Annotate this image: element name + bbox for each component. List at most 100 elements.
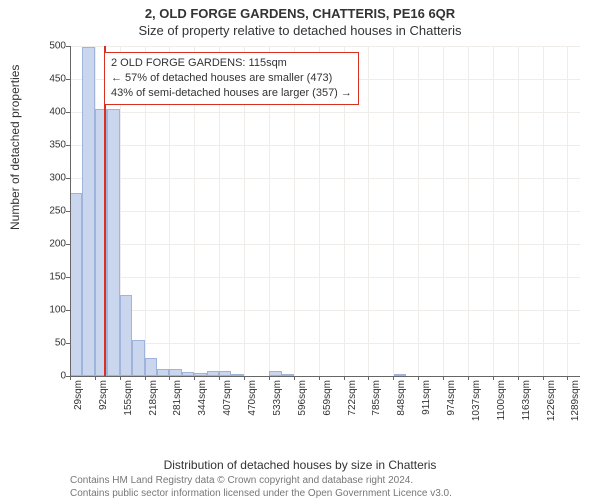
x-tick-label: 29sqm [73,380,84,410]
x-tick-label: 344sqm [197,380,208,416]
x-axis-line [70,376,580,377]
x-tick-label: 470sqm [247,380,258,416]
x-tick-label: 659sqm [322,380,333,416]
y-tick-mark [66,343,70,344]
x-tick-mark [194,376,195,380]
x-tick-label: 1037sqm [471,380,482,421]
y-tick-mark [66,244,70,245]
y-tick-mark [66,112,70,113]
gridline-v [468,46,469,376]
y-tick-mark [66,277,70,278]
x-tick-label: 407sqm [222,380,233,416]
x-tick-mark [70,376,71,380]
x-tick-label: 785sqm [371,380,382,416]
y-tick-mark [66,46,70,47]
plot-region: 2 OLD FORGE GARDENS: 115sqm ← 57% of det… [70,46,580,376]
x-tick-label: 1100sqm [496,380,507,420]
x-tick-label: 92sqm [98,380,109,410]
reference-annotation: 2 OLD FORGE GARDENS: 115sqm ← 57% of det… [104,52,359,105]
x-tick-mark [493,376,494,380]
x-tick-label: 911sqm [421,380,432,415]
x-tick-mark [95,376,96,380]
annot-line3: 43% of semi-detached houses are larger (… [111,86,352,101]
y-tick-mark [66,310,70,311]
y-tick-mark [66,178,70,179]
gridline-v [493,46,494,376]
gridline-v [393,46,394,376]
gridline-h [70,46,580,47]
x-tick-mark [418,376,419,380]
annot-line2: ← 57% of detached houses are smaller (47… [111,71,352,86]
gridline-v [567,46,568,376]
footer-line2: Contains public sector information licen… [70,487,452,500]
y-tick-mark [66,211,70,212]
x-tick-mark [269,376,270,380]
x-tick-mark [344,376,345,380]
x-tick-label: 848sqm [396,380,407,416]
x-tick-mark [518,376,519,380]
gridline-v [443,46,444,376]
x-tick-label: 281sqm [172,380,183,416]
y-tick-label: 250 [49,206,66,217]
y-tick-label: 350 [49,140,66,151]
x-tick-mark [219,376,220,380]
x-tick-mark [393,376,394,380]
gridline-h [70,145,580,146]
chart-container: { "title_line1": "2, OLD FORGE GARDENS, … [0,0,600,500]
y-tick-label: 50 [55,338,66,349]
y-tick-label: 150 [49,272,66,283]
x-tick-mark [120,376,121,380]
x-tick-mark [169,376,170,380]
y-tick-label: 400 [49,107,66,118]
x-tick-mark [244,376,245,380]
x-tick-label: 1163sqm [521,380,532,420]
histogram-bar [157,369,170,376]
x-tick-mark [443,376,444,380]
gridline-v [518,46,519,376]
x-tick-label: 722sqm [347,380,358,416]
chart-title-address: 2, OLD FORGE GARDENS, CHATTERIS, PE16 6Q… [0,0,600,21]
x-tick-mark [294,376,295,380]
gridline-v [543,46,544,376]
x-tick-mark [319,376,320,380]
histogram-bar [169,369,181,376]
y-tick-label: 300 [49,173,66,184]
x-tick-label: 155sqm [123,380,134,416]
gridline-h [70,343,580,344]
y-tick-label: 200 [49,239,66,250]
gridline-h [70,244,580,245]
histogram-bar [145,358,157,376]
gridline-h [70,112,580,113]
histogram-bar [82,47,95,376]
footer-line1: Contains HM Land Registry data © Crown c… [70,474,452,487]
y-tick-mark [66,79,70,80]
x-tick-label: 218sqm [148,380,159,416]
x-tick-mark [368,376,369,380]
chart-subtitle: Size of property relative to detached ho… [0,21,600,42]
x-tick-mark [145,376,146,380]
annot-line1: 2 OLD FORGE GARDENS: 115sqm [111,56,352,71]
histogram-bar [132,340,145,376]
x-tick-mark [567,376,568,380]
histogram-bar [70,193,82,376]
x-tick-mark [543,376,544,380]
x-tick-label: 1289sqm [570,380,581,421]
x-tick-label: 974sqm [446,380,457,416]
gridline-h [70,178,580,179]
y-tick-mark [66,145,70,146]
gridline-h [70,310,580,311]
y-axis-line [70,46,71,376]
footer-attribution: Contains HM Land Registry data © Crown c… [70,474,452,500]
histogram-bar [107,109,120,376]
x-axis-label: Distribution of detached houses by size … [0,458,600,472]
x-tick-label: 596sqm [297,380,308,416]
x-tick-label: 1226sqm [546,380,557,421]
y-tick-label: 500 [49,41,66,52]
gridline-v [418,46,419,376]
gridline-h [70,277,580,278]
y-axis-label: Number of detached properties [8,65,22,230]
gridline-h [70,211,580,212]
x-tick-label: 533sqm [272,380,283,416]
gridline-v [368,46,369,376]
y-tick-label: 100 [49,305,66,316]
